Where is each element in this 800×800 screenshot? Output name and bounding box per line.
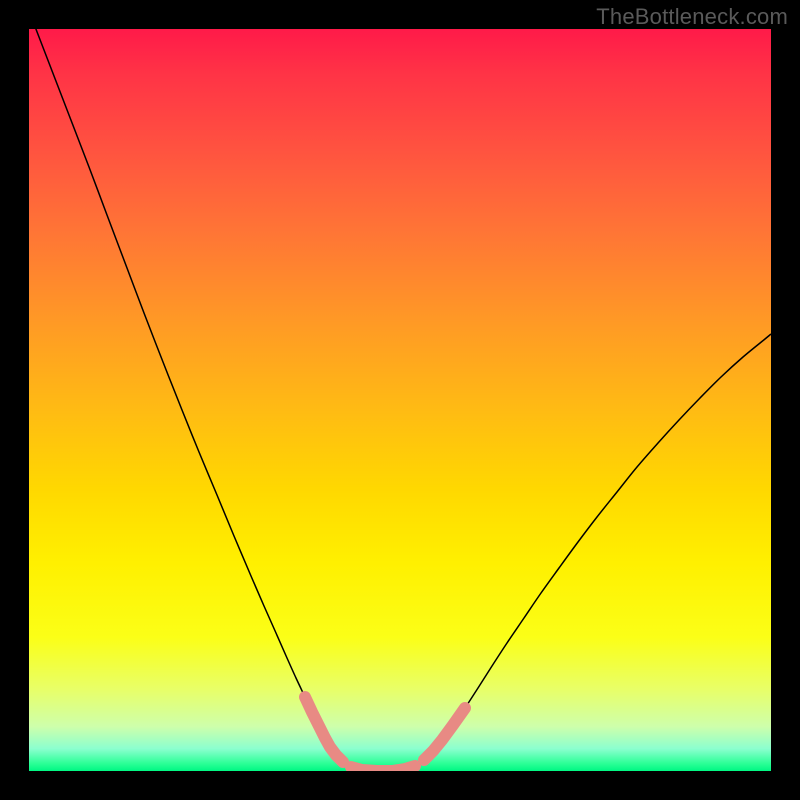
- watermark-text: TheBottleneck.com: [596, 4, 788, 30]
- bottleneck-curve: [29, 29, 771, 771]
- chart-plot-area: [29, 29, 771, 771]
